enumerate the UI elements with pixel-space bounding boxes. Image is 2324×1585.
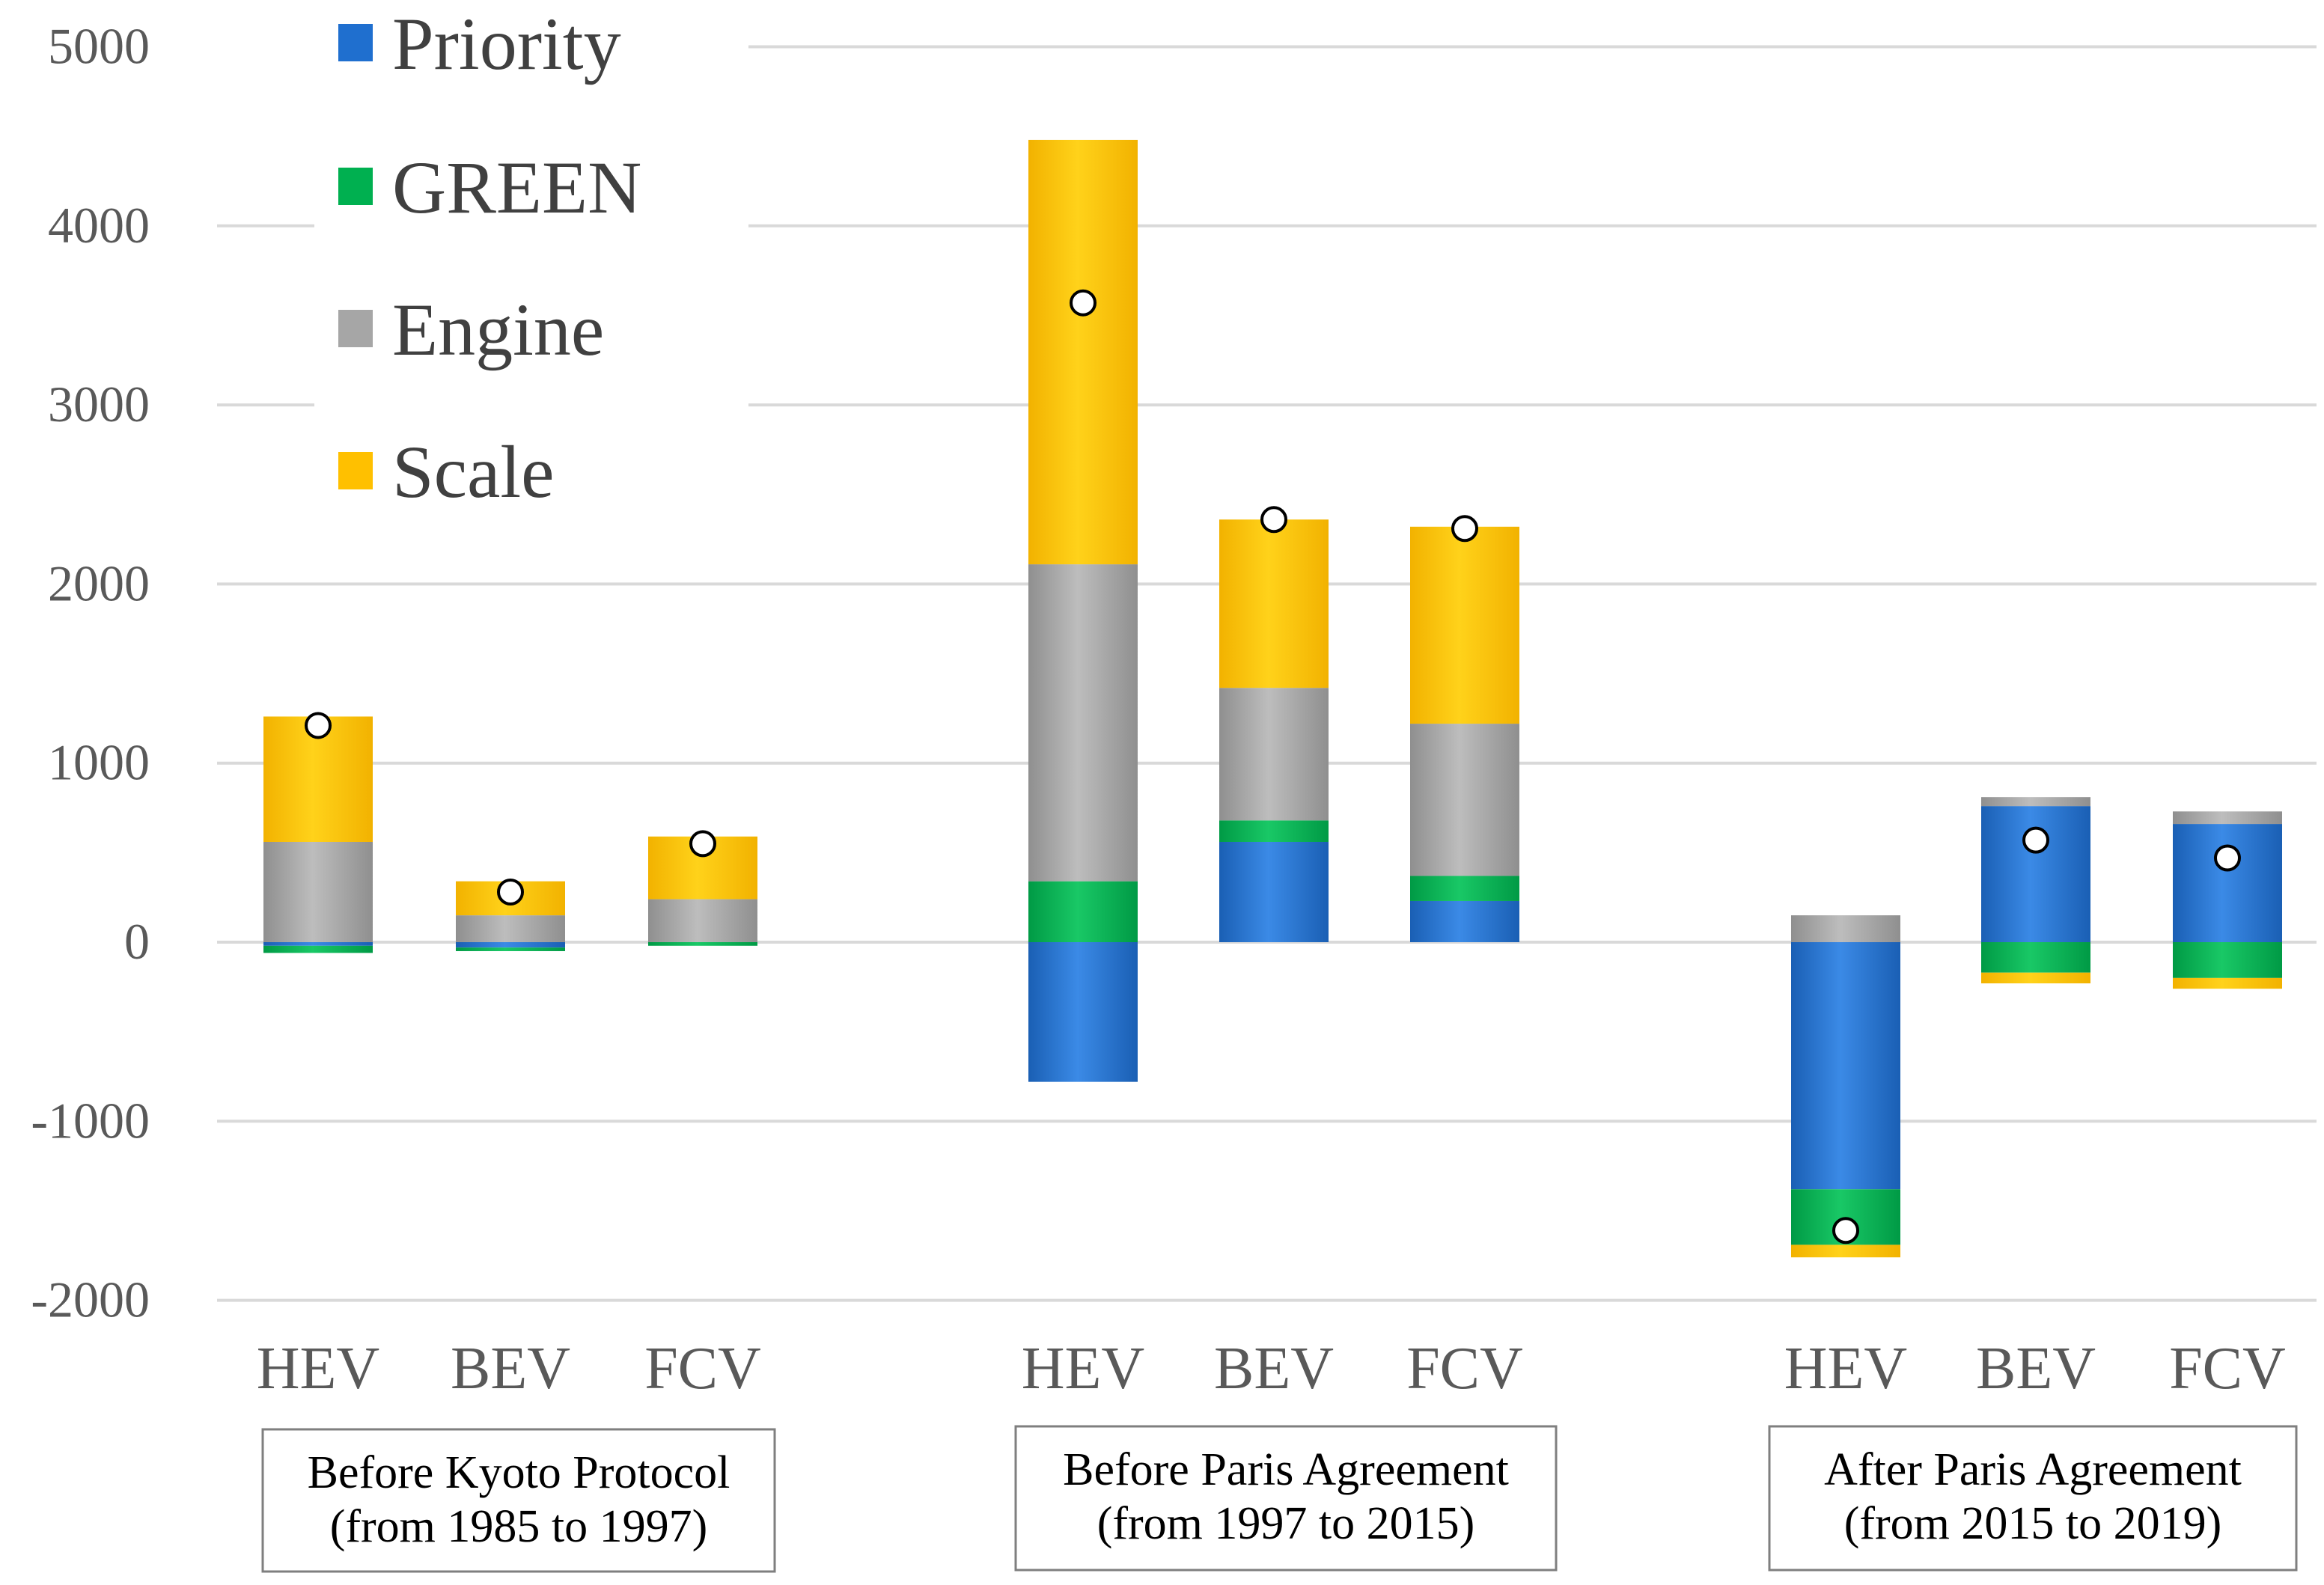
total-marker-6 bbox=[1451, 515, 1478, 543]
bar-priority-2 bbox=[456, 942, 565, 948]
category-label: BEV bbox=[451, 1336, 570, 1402]
period-title: After Paris Agreement bbox=[1824, 1444, 2242, 1495]
period-title: Before Paris Agreement bbox=[1063, 1444, 1509, 1495]
period-box-3 bbox=[1768, 1425, 2298, 1572]
period-group-labels: Before Kyoto Protocol(from 1985 to 1997)… bbox=[261, 1425, 2298, 1573]
category-label: HEV bbox=[1022, 1336, 1144, 1402]
x-axis-categories: HEV BEV FCV HEV BEV FCV HEV BEV FCV bbox=[257, 1336, 2286, 1402]
bar-engine-5 bbox=[1219, 688, 1329, 821]
bar-engine-4 bbox=[1028, 564, 1138, 882]
bar-scale-9 bbox=[2173, 977, 2282, 989]
total-marker-2 bbox=[497, 878, 524, 906]
y-tick-label: 1000 bbox=[48, 734, 150, 791]
y-tick-label: 4000 bbox=[48, 197, 150, 254]
legend-label-green: GREEN bbox=[392, 146, 641, 229]
y-tick-label: -2000 bbox=[31, 1271, 150, 1328]
bar-green-8 bbox=[1981, 942, 2090, 973]
bar-engine-1 bbox=[263, 841, 373, 942]
bar-scale-8 bbox=[1981, 972, 2090, 984]
bar-scale-7 bbox=[1791, 1245, 1900, 1258]
period-title: Before Kyoto Protocol bbox=[308, 1447, 731, 1498]
total-marker-8 bbox=[2022, 826, 2049, 854]
legend-background bbox=[314, 0, 748, 539]
bar-scale-6 bbox=[1410, 526, 1519, 724]
bar-priority-4 bbox=[1028, 942, 1138, 1082]
bar-green-4 bbox=[1028, 881, 1138, 942]
bar-priority-8 bbox=[1981, 806, 2090, 942]
total-marker-9 bbox=[2214, 844, 2241, 872]
y-axis-ticks: 5000 4000 3000 2000 1000 0 -1000 -2000 bbox=[31, 18, 150, 1328]
legend-swatch-green bbox=[338, 168, 373, 205]
bar-priority-1 bbox=[263, 942, 373, 946]
bar-green-6 bbox=[1410, 876, 1519, 901]
bar-scale-4 bbox=[1028, 139, 1138, 565]
y-tick-label: 3000 bbox=[48, 376, 150, 433]
bar-engine-9 bbox=[2173, 811, 2282, 825]
bar-green-3 bbox=[648, 942, 757, 946]
bar-engine-2 bbox=[456, 915, 565, 942]
bar-green-5 bbox=[1219, 820, 1329, 842]
period-box-2 bbox=[1014, 1425, 1558, 1572]
bar-engine-3 bbox=[648, 899, 757, 942]
category-label: FCV bbox=[1406, 1336, 1523, 1402]
total-marker-3 bbox=[689, 830, 716, 858]
category-label: BEV bbox=[1976, 1336, 2096, 1402]
bar-engine-7 bbox=[1791, 915, 1900, 942]
y-tick-label: -1000 bbox=[31, 1092, 150, 1149]
y-tick-label: 5000 bbox=[48, 18, 150, 75]
bar-engine-8 bbox=[1981, 797, 2090, 807]
total-marker-4 bbox=[1070, 289, 1097, 317]
legend: Priority GREEN Engine Scale bbox=[338, 2, 641, 513]
total-marker-7 bbox=[1832, 1217, 1859, 1245]
bar-green-2 bbox=[456, 947, 565, 951]
legend-label-scale: Scale bbox=[392, 430, 555, 513]
category-label: BEV bbox=[1214, 1336, 1334, 1402]
y-tick-label: 2000 bbox=[48, 555, 150, 611]
bar-engine-6 bbox=[1410, 724, 1519, 876]
period-range: (from 1985 to 1997) bbox=[330, 1501, 708, 1552]
category-label: HEV bbox=[257, 1336, 379, 1402]
bar-priority-9 bbox=[2173, 824, 2282, 942]
period-range: (from 2015 to 2019) bbox=[1844, 1498, 2222, 1549]
y-tick-label: 0 bbox=[124, 913, 150, 970]
bar-priority-7 bbox=[1791, 942, 1900, 1190]
bar-scale-5 bbox=[1219, 519, 1329, 688]
legend-swatch-scale bbox=[338, 452, 373, 489]
total-marker-1 bbox=[305, 712, 332, 739]
period-box-1 bbox=[261, 1428, 776, 1573]
bar-stacks bbox=[263, 139, 2282, 1258]
category-label: FCV bbox=[2169, 1336, 2286, 1402]
category-label: FCV bbox=[644, 1336, 761, 1402]
bar-green-9 bbox=[2173, 942, 2282, 978]
legend-swatch-priority bbox=[338, 24, 373, 61]
total-markers bbox=[305, 289, 2241, 1245]
legend-label-engine: Engine bbox=[392, 288, 604, 371]
bar-green-1 bbox=[263, 945, 373, 953]
legend-label-priority: Priority bbox=[392, 2, 621, 85]
category-label: HEV bbox=[1784, 1336, 1907, 1402]
bar-priority-6 bbox=[1410, 900, 1519, 942]
legend-swatch-engine bbox=[338, 310, 373, 347]
total-marker-5 bbox=[1260, 506, 1287, 534]
period-range: (from 1997 to 2015) bbox=[1097, 1498, 1475, 1549]
bar-priority-5 bbox=[1219, 841, 1329, 942]
